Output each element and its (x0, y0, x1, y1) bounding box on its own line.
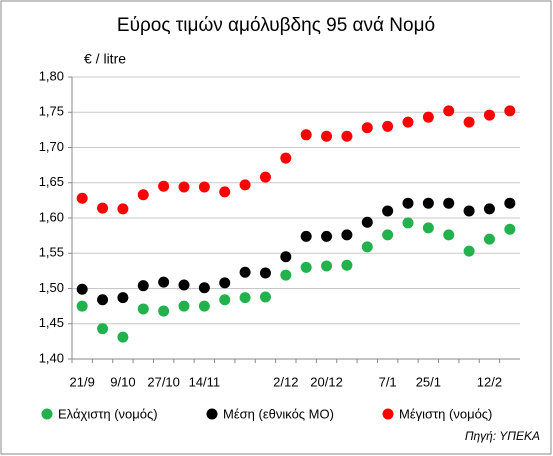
point (219, 277, 231, 289)
point (483, 203, 495, 215)
point (443, 105, 455, 117)
point (137, 280, 149, 292)
point (321, 230, 333, 242)
point (219, 186, 231, 198)
x-tick-label: 25/1 (416, 374, 441, 389)
point (422, 197, 434, 209)
point (117, 292, 129, 304)
point (259, 267, 271, 279)
source-note: Πηγή: ΥΠΕΚΑ (465, 429, 540, 443)
y-tick-label: 1,70 (39, 139, 64, 154)
point (300, 261, 312, 273)
point (178, 300, 190, 312)
point (361, 241, 373, 253)
point (198, 181, 210, 193)
point (158, 276, 170, 288)
point (76, 300, 88, 312)
point (178, 181, 190, 193)
point (280, 251, 292, 263)
legend-label: Μέση (εθνικός ΜΟ) (223, 406, 334, 421)
point (117, 203, 129, 215)
point (402, 197, 414, 209)
legend-marker (382, 408, 394, 420)
x-tick-label: 21/9 (70, 374, 95, 389)
y-axis-label: € / litre (84, 51, 126, 67)
x-tick-label: 7/1 (379, 374, 397, 389)
point (300, 230, 312, 242)
chart-title: Εύρος τιμών αμόλυβδης 95 ανά Νομό (117, 15, 435, 36)
point (137, 189, 149, 201)
legend-marker (41, 408, 53, 420)
point (259, 171, 271, 183)
point (239, 292, 251, 304)
y-tick-label: 1,45 (39, 315, 64, 330)
point (463, 116, 475, 128)
y-tick-label: 1,75 (39, 104, 64, 119)
point (97, 323, 109, 335)
point (198, 282, 210, 294)
legend-label: Ελάχιστη (νομός) (58, 406, 158, 421)
legend-label: Μέγιστη (νομός) (399, 406, 492, 421)
point (483, 109, 495, 121)
point (137, 303, 149, 315)
y-tick-label: 1,65 (39, 174, 64, 189)
point (178, 279, 190, 291)
point (239, 266, 251, 278)
point (463, 245, 475, 257)
point (198, 300, 210, 312)
point (382, 120, 394, 132)
point (422, 111, 434, 123)
point (402, 116, 414, 128)
point (239, 179, 251, 191)
x-tick-label: 12/2 (477, 374, 502, 389)
point (321, 130, 333, 142)
point (443, 229, 455, 241)
y-tick-label: 1,50 (39, 280, 64, 295)
legend-marker (206, 408, 218, 420)
point (76, 283, 88, 295)
x-tick-label: 2/12 (273, 374, 298, 389)
point (402, 217, 414, 229)
point (463, 205, 475, 217)
point (382, 229, 394, 241)
point (219, 294, 231, 306)
point (504, 197, 516, 209)
point (97, 202, 109, 214)
point (361, 122, 373, 134)
point (341, 229, 353, 241)
point (422, 222, 434, 234)
point (443, 197, 455, 209)
point (341, 130, 353, 142)
point (280, 152, 292, 164)
y-tick-label: 1,55 (39, 245, 64, 260)
y-tick-label: 1,60 (39, 209, 64, 224)
point (483, 233, 495, 245)
point (117, 331, 129, 343)
point (300, 129, 312, 141)
y-tick-label: 1,40 (39, 350, 64, 365)
x-tick-label: 20/12 (310, 374, 343, 389)
point (504, 223, 516, 235)
x-tick-label: 9/10 (110, 374, 135, 389)
point (280, 269, 292, 281)
point (321, 260, 333, 272)
point (76, 192, 88, 204)
x-tick-label: 14/11 (189, 374, 221, 389)
point (341, 259, 353, 271)
point (259, 291, 271, 303)
point (382, 205, 394, 217)
point (97, 294, 109, 306)
point (361, 216, 373, 228)
x-tick-label: 27/10 (147, 374, 180, 389)
y-tick-label: 1,80 (39, 68, 64, 83)
point (158, 180, 170, 192)
point (158, 305, 170, 317)
point (504, 105, 516, 117)
